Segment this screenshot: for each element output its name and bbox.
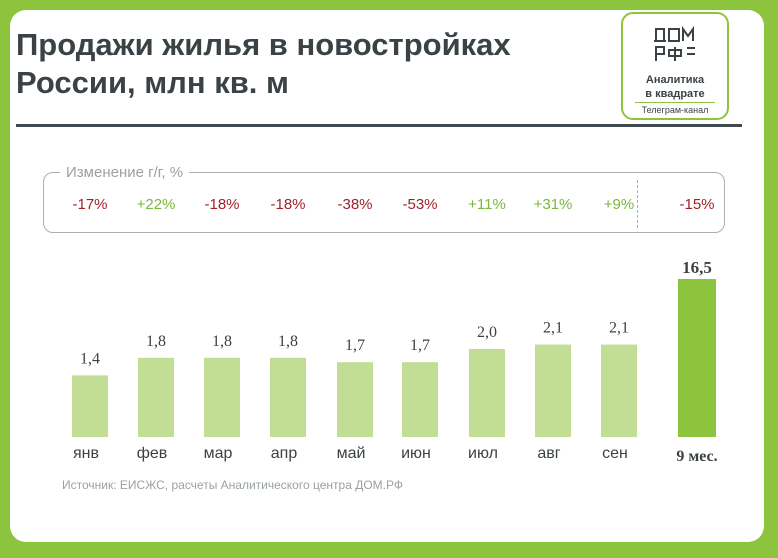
bar-value-label: 2,1: [543, 320, 563, 337]
category-label: янв: [73, 445, 99, 462]
category-label: апр: [271, 445, 298, 462]
bar-4: [337, 362, 373, 437]
dom-rf-logo-icon: [654, 25, 695, 61]
logo-text-telegram: Телеграм-канал: [641, 105, 709, 115]
bar-value-label: 1,7: [345, 337, 365, 354]
bar-value-label: 1,8: [278, 333, 298, 350]
title-line-1: Продажи жилья в новостройках: [16, 27, 511, 62]
bar-value-label: 1,8: [146, 333, 166, 350]
bar-value-label: 1,4: [80, 350, 100, 367]
category-label: авг: [537, 445, 560, 462]
bar-6: [469, 349, 505, 437]
logo-divider: [635, 102, 715, 103]
yoy-value-apr: -18%: [270, 196, 306, 213]
yoy-value-jan: -17%: [72, 196, 108, 213]
yoy-value-total: -15%: [679, 196, 715, 213]
yoy-value-may: -38%: [337, 196, 373, 213]
logo-text-analytics: Аналитика: [645, 74, 705, 86]
yoy-total-separator: [637, 180, 638, 228]
source-note: Источник: ЕИСЖС, расчеты Аналитического …: [62, 478, 403, 492]
title-underline: [16, 124, 742, 127]
yoy-value-sep: +9%: [603, 196, 635, 213]
bar-total-value-label: 16,5: [682, 258, 712, 277]
bar-value-label: 2,1: [609, 320, 629, 337]
title-line-2: России, млн кв. м: [16, 65, 289, 100]
page-title: Продажи жилья в новостройках России, млн…: [16, 26, 606, 102]
yoy-change-label: Изменение г/г, %: [60, 164, 190, 181]
yoy-change-panel: [43, 172, 725, 233]
category-label: июл: [468, 445, 498, 462]
yoy-value-jun: -53%: [402, 196, 438, 213]
category-label: фев: [137, 445, 168, 462]
bar-value-label: 1,8: [212, 333, 232, 350]
yoy-value-aug: +31%: [533, 196, 573, 213]
category-label: мар: [204, 445, 233, 462]
yoy-value-jul: +11%: [468, 196, 506, 213]
logo-text-square: в квадрате: [645, 88, 705, 100]
category-label: июн: [401, 445, 431, 462]
bar-2: [204, 357, 240, 437]
category-label-total: 9 мес.: [676, 448, 717, 465]
yoy-value-feb: +22%: [136, 196, 176, 213]
category-label: май: [337, 445, 366, 462]
bar-8: [601, 344, 637, 437]
category-label: сен: [602, 445, 628, 462]
yoy-value-mar: -18%: [204, 196, 240, 213]
bar-value-label: 1,7: [410, 337, 430, 354]
bar-3: [270, 357, 306, 437]
bar-total: [678, 279, 716, 437]
bar-5: [402, 362, 438, 437]
dom-rf-logo: Аналитика в квадрате Телеграм-канал: [621, 12, 729, 120]
bar-0: [72, 375, 108, 437]
bar-1: [138, 357, 174, 437]
bar-value-label: 2,0: [477, 324, 497, 341]
bar-7: [535, 344, 571, 437]
